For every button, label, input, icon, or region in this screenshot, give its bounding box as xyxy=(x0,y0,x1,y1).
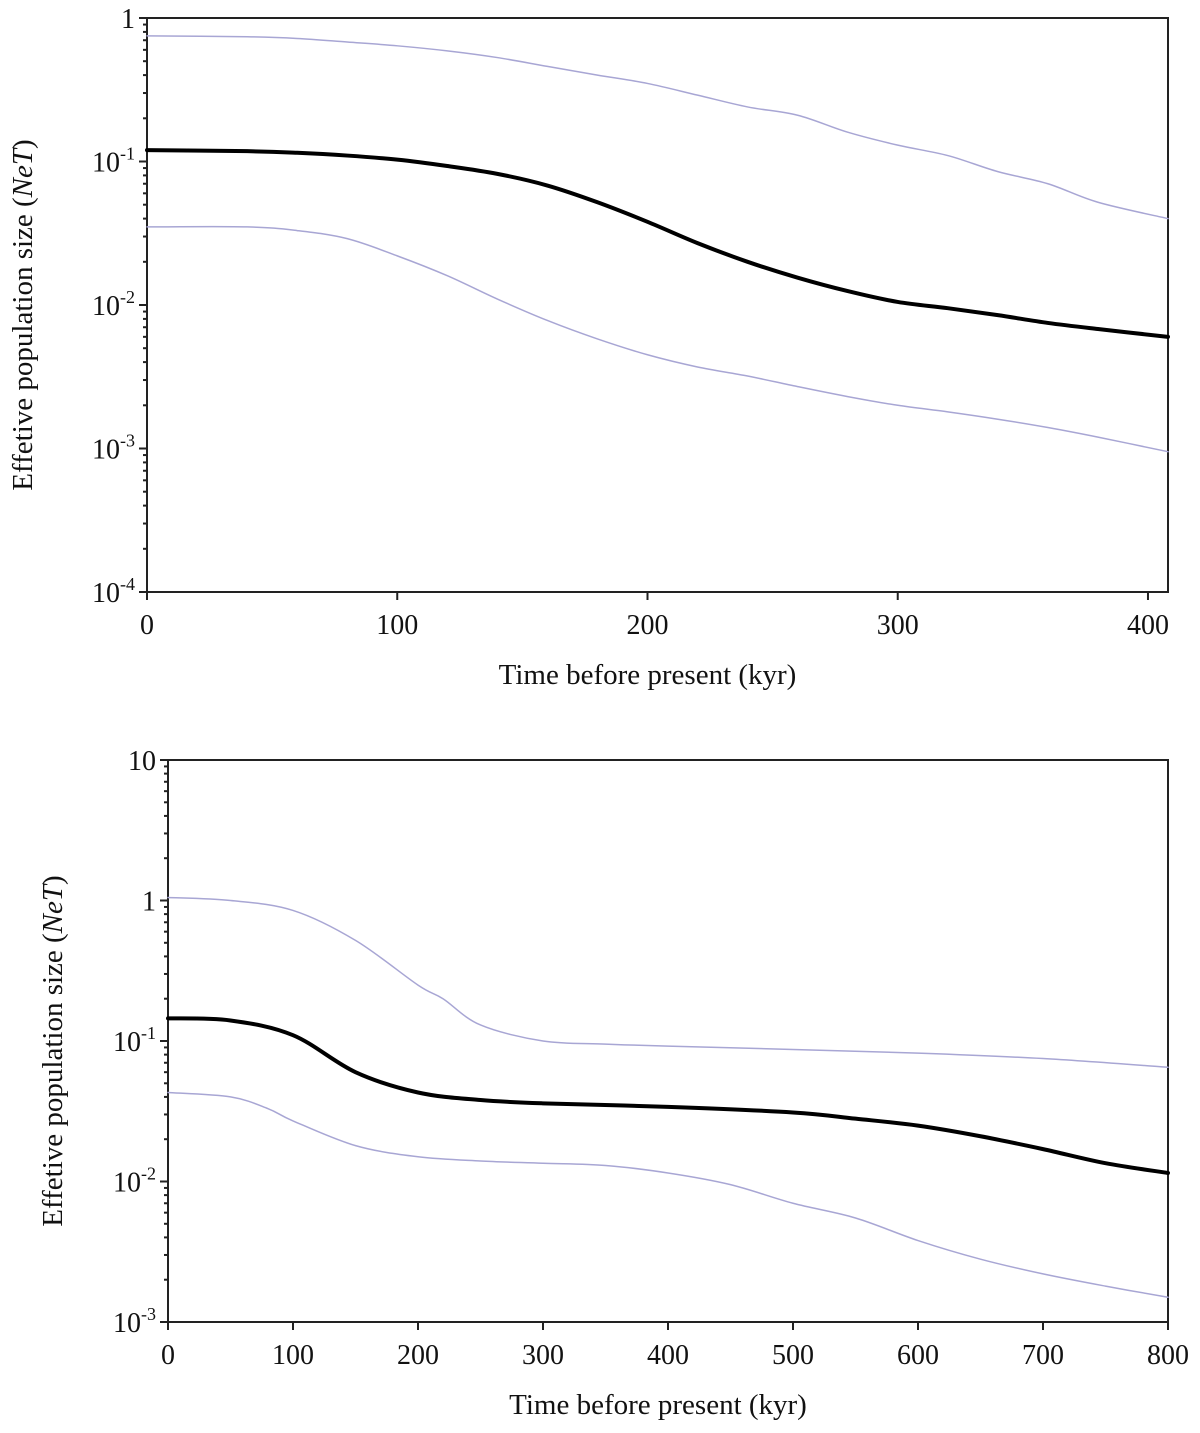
series-line-median xyxy=(145,148,1170,339)
y-tick-exponent: -4 xyxy=(120,574,135,594)
x-tick-label: 200 xyxy=(397,1340,439,1371)
y-tick-label: 1 xyxy=(142,887,156,918)
y-tick-exponent: -3 xyxy=(120,431,135,451)
x-tick-label: 700 xyxy=(1022,1340,1064,1371)
y-tick-base: 10 xyxy=(113,1308,141,1339)
x-tick-label: 400 xyxy=(1127,610,1169,641)
x-tick-label: 0 xyxy=(140,610,154,641)
y-tick-base: 10 xyxy=(113,1168,141,1199)
series-line-upper xyxy=(167,896,1169,1069)
y-axis-title-italic: NeT xyxy=(7,147,39,198)
y-tick-base: 10 xyxy=(92,578,120,609)
y-tick-base: 10 xyxy=(128,746,156,777)
y-tick-label: 10-4 xyxy=(92,574,135,609)
chart-bottom: 0 100 200 300 400 500 600 700 80010110-110-210-3… xyxy=(37,746,1189,1421)
x-tick-label: 600 xyxy=(897,1340,939,1371)
y-axis-title: Effetive population size (NeT) xyxy=(37,875,69,1226)
x-axis-title: Time before present (kyr) xyxy=(509,1389,807,1421)
y-axis-title-close: ) xyxy=(7,139,39,149)
x-tick-label: 400 xyxy=(647,1340,689,1371)
x-tick-label: 100 xyxy=(376,610,418,641)
x-tick-label: 0 xyxy=(161,1340,175,1371)
series-line-median xyxy=(166,1016,1170,1175)
x-tick-label: 200 xyxy=(626,610,668,641)
y-tick-base: 10 xyxy=(92,148,120,179)
y-tick-label: 10-3 xyxy=(113,1304,156,1339)
y-tick-exponent: -2 xyxy=(141,1164,156,1184)
y-tick-base: 10 xyxy=(92,435,120,466)
series-line-lower xyxy=(167,1091,1169,1299)
y-tick-label: 10-1 xyxy=(113,1023,156,1058)
y-tick-label: 10-2 xyxy=(92,287,135,322)
y-tick-label: 10-1 xyxy=(92,144,135,179)
y-axis-title-close: ) xyxy=(37,875,69,885)
y-axis-title-text: Effetive population size ( xyxy=(7,197,39,490)
x-tick-label: 300 xyxy=(522,1340,564,1371)
x-tick-label: 800 xyxy=(1147,1340,1189,1371)
y-tick-label: 10 xyxy=(128,746,156,777)
y-tick-label: 10-3 xyxy=(92,431,135,466)
y-tick-label: 10-2 xyxy=(113,1164,156,1199)
y-tick-base: 10 xyxy=(92,291,120,322)
y-axis-title-italic: NeT xyxy=(37,883,69,934)
y-tick-base: 1 xyxy=(121,4,135,35)
y-tick-exponent: -1 xyxy=(120,144,135,164)
x-axis-title: Time before present (kyr) xyxy=(499,659,797,691)
series-line-upper xyxy=(146,35,1169,220)
x-tick-label: 500 xyxy=(772,1340,814,1371)
y-tick-base: 1 xyxy=(142,887,156,918)
x-tick-label: 100 xyxy=(272,1340,314,1371)
plot-frame xyxy=(167,759,1169,1323)
y-tick-label: 1 xyxy=(121,4,135,35)
series-line-lower xyxy=(146,225,1169,453)
y-tick-exponent: -3 xyxy=(141,1304,156,1324)
y-tick-exponent: -2 xyxy=(120,287,135,307)
y-tick-exponent: -1 xyxy=(141,1023,156,1043)
x-tick-label: 300 xyxy=(877,610,919,641)
plot-frame xyxy=(146,17,1169,593)
y-tick-base: 10 xyxy=(113,1027,141,1058)
y-axis-title: Effetive population size (NeT) xyxy=(7,139,39,490)
y-axis-title-text: Effetive population size ( xyxy=(37,933,69,1226)
